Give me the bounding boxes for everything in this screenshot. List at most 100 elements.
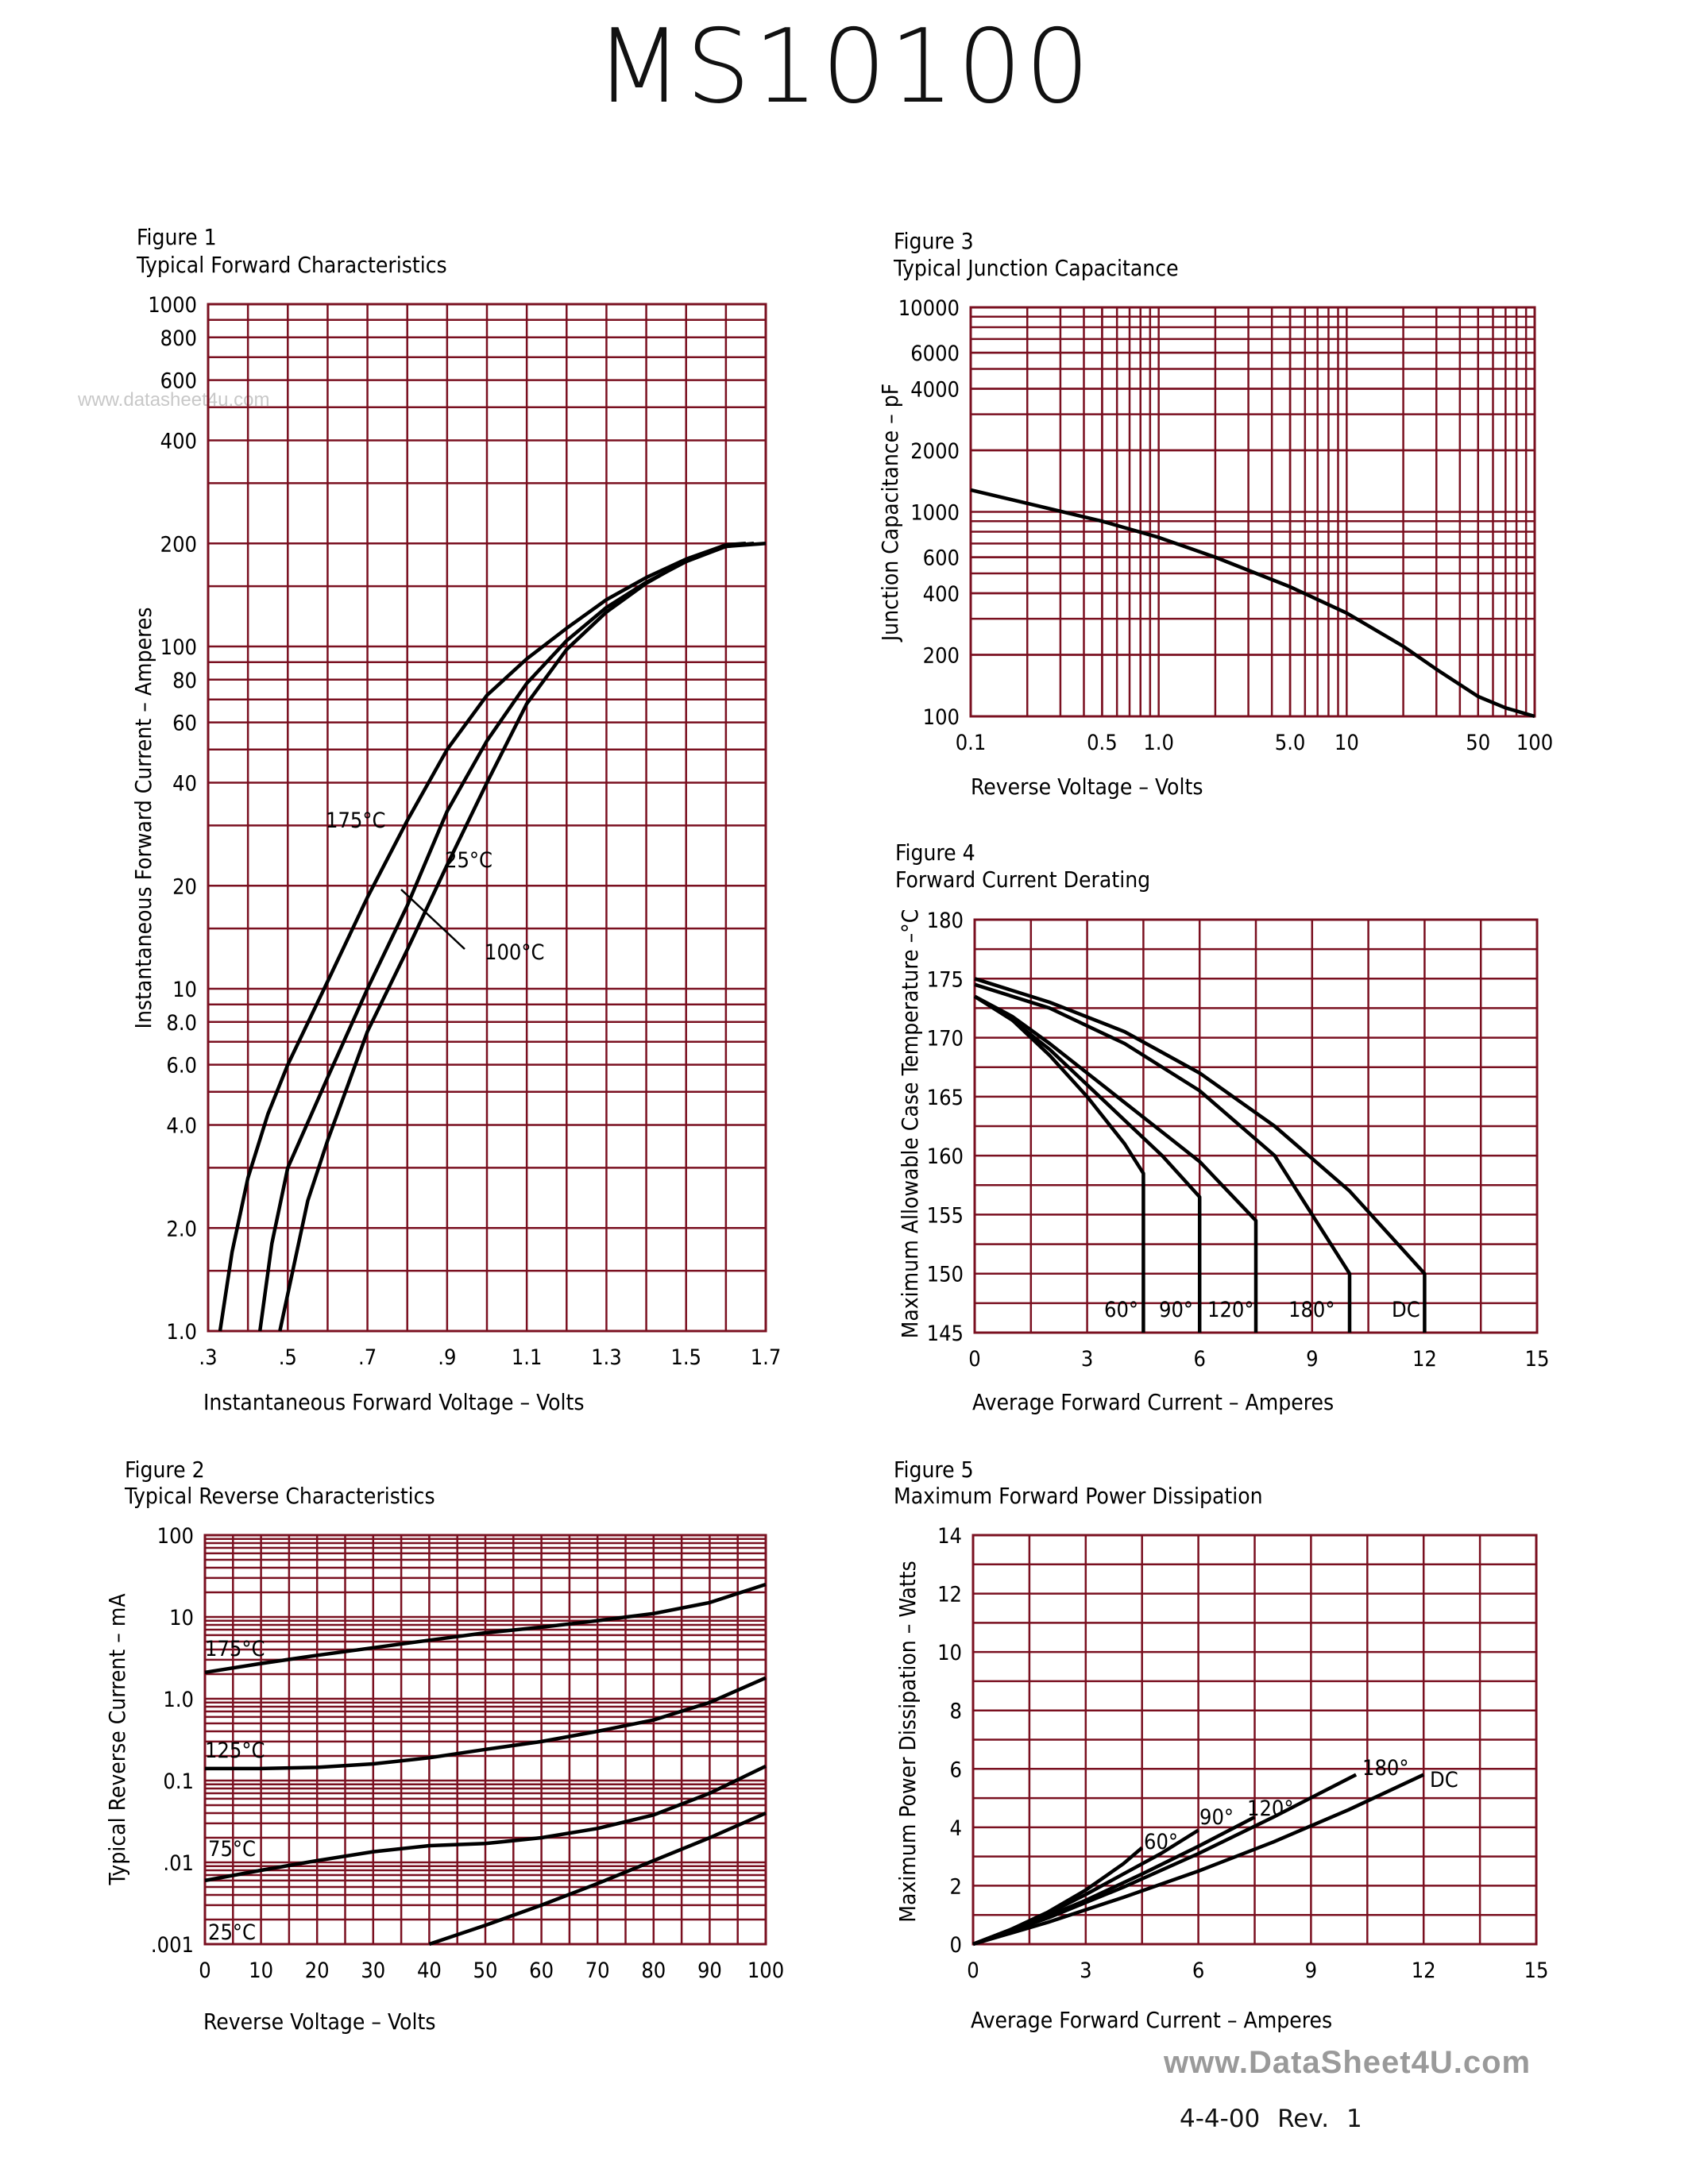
fig4-annotation-label: 120°	[1207, 1298, 1254, 1322]
fig4-series-60-line	[973, 994, 1145, 1333]
fig5-y-axis-title: Maximum Power Dissipation – Watts	[894, 1561, 921, 1923]
fig2-title: Typical Reverse Characteristics	[124, 1483, 435, 1509]
fig3-y-axis-title: Junction Capacitance – pF	[877, 384, 903, 642]
fig4-y-tick-label: 175	[927, 967, 964, 992]
footer-website[interactable]: www.DataSheet4U.com	[1164, 2045, 1532, 2080]
fig3-y-tick-label: 600	[923, 546, 960, 571]
fig4-y-tick-label: 155	[927, 1203, 964, 1228]
fig1-y-tick-label: 8.0	[166, 1011, 197, 1036]
fig2-annotation-label: 175°C	[205, 1637, 265, 1661]
fig1-title: Typical Forward Characteristics	[136, 252, 447, 278]
fig5-x-tick-label: 15	[1524, 1958, 1549, 1983]
fig5-x-axis-title: Average Forward Current – Amperes	[971, 2007, 1332, 2033]
fig3-x-tick-label: 100	[1516, 731, 1553, 755]
fig5-y-tick-label: 12	[937, 1583, 962, 1607]
fig1-y-tick-label: 100	[160, 635, 197, 660]
fig4-x-tick-label: 6	[1193, 1347, 1205, 1372]
fig2-y-tick-label: .001	[151, 1933, 194, 1958]
fig1-y-tick-label: 1.0	[166, 1320, 197, 1345]
fig5-y-tick-label: 0	[950, 1933, 962, 1958]
fig4-series-180-line	[974, 982, 1352, 1333]
fig1-x-tick-label: .7	[358, 1345, 377, 1370]
fig2-y-tick-label: .01	[163, 1851, 194, 1876]
fig2-annotation-label: 125°C	[205, 1738, 265, 1763]
fig2-series-25C-line	[428, 1811, 767, 1947]
fig4-y-tick-label: 145	[927, 1322, 964, 1346]
fig1-x-tick-label: 1.1	[512, 1345, 543, 1370]
fig1-x-axis-title: Instantaneous Forward Voltage – Volts	[203, 1389, 585, 1415]
fig1-series-25C-line	[278, 542, 767, 1332]
fig5-y-tick-label: 2	[950, 1874, 962, 1899]
footer-date-revision: 4-4-00 Rev. 1	[1180, 2105, 1362, 2133]
fig4-y-tick-label: 150	[927, 1263, 964, 1287]
fig1-y-tick-label: 60	[172, 712, 197, 736]
fig2-x-tick-label: 80	[641, 1958, 666, 1983]
fig3-x-tick-label: 10	[1335, 731, 1359, 755]
fig5-grid	[971, 1534, 1538, 1946]
fig3-x-tick-label: 0.5	[1087, 731, 1118, 755]
fig1-y-tick-label: 1000	[148, 293, 197, 318]
fig4-series-DC-line	[974, 977, 1427, 1333]
fig2-x-tick-label: 70	[585, 1958, 610, 1983]
fig1-x-tick-label: .9	[438, 1345, 456, 1370]
fig3-x-tick-label: 1.0	[1143, 731, 1174, 755]
fig4-y-axis-title: Maximum Allowable Case Temperature –°C	[897, 909, 923, 1339]
fig4-annotation-label: 180°	[1288, 1298, 1335, 1322]
fig4-y-tick-label: 180	[927, 909, 964, 933]
fig4-x-tick-label: 0	[968, 1347, 980, 1372]
fig2-y-tick-label: 100	[157, 1524, 194, 1549]
fig3-y-tick-label: 10000	[898, 296, 960, 321]
fig4-annotation-label: 90°	[1159, 1298, 1193, 1322]
fig2-y-tick-label: 10	[169, 1606, 194, 1630]
fig1-annotation-label: 175°C	[326, 808, 385, 833]
fig4-figure-label: Figure 4	[895, 839, 975, 866]
fig1-y-tick-label: 20	[172, 874, 197, 899]
fig2-x-tick-label: 50	[473, 1958, 498, 1983]
fig5-y-tick-label: 10	[937, 1641, 962, 1665]
fig4-x-tick-label: 3	[1081, 1347, 1093, 1372]
fig2-x-axis-title: Reverse Voltage – Volts	[203, 2008, 435, 2035]
fig1-x-tick-label: 1.7	[751, 1345, 782, 1370]
fig5-series-60-line	[972, 1846, 1144, 1947]
fig4-annotation-label: DC	[1392, 1298, 1420, 1322]
fig1-annotation-leader	[400, 889, 465, 950]
fig2-series-125C-line	[205, 1676, 767, 1771]
fig5-y-tick-label: 8	[950, 1700, 962, 1724]
fig2-y-tick-label: 1.0	[163, 1688, 194, 1712]
fig1-grid	[207, 303, 767, 1333]
fig5-x-tick-label: 9	[1305, 1958, 1317, 1983]
fig1-plot-frame	[207, 303, 767, 1333]
fig1-figure-label: Figure 1	[137, 224, 217, 250]
fig4-x-tick-label: 15	[1525, 1347, 1550, 1372]
fig2-x-tick-label: 60	[529, 1958, 554, 1983]
fig5-series-DC-line	[972, 1773, 1425, 1947]
fig5-plot-frame	[971, 1534, 1538, 1946]
fig5-annotation-label: 120°	[1247, 1796, 1294, 1821]
fig3-y-tick-label: 400	[923, 582, 960, 607]
fig4-series-120-line	[973, 994, 1258, 1333]
fig2-annotation-label: 25°C	[208, 1920, 256, 1945]
fig3-figure-label: Figure 3	[894, 228, 974, 254]
fig2-x-tick-label: 20	[305, 1958, 330, 1983]
fig1-x-tick-label: 1.5	[670, 1345, 701, 1370]
fig3-y-tick-label: 6000	[910, 341, 960, 366]
fig1-x-tick-label: .5	[279, 1345, 297, 1370]
fig5-series-180-line	[972, 1773, 1358, 1947]
fig1-y-tick-label: 40	[172, 772, 197, 797]
fig5-annotation-label: 90°	[1199, 1805, 1234, 1830]
fig3-plot-frame	[969, 306, 1536, 718]
page-title: MS10100	[595, 8, 1093, 126]
fig3-y-tick-label: 100	[923, 705, 960, 730]
fig1-annotation-label: 25°C	[445, 848, 492, 873]
fig2-series-175C-line	[204, 1582, 767, 1675]
fig2-plot-frame	[203, 1534, 767, 1946]
fig1-annotation-label: 100°C	[485, 940, 544, 965]
fig4-y-tick-label: 170	[927, 1027, 964, 1051]
fig3-y-tick-label: 200	[923, 643, 960, 668]
fig5-annotation-label: 60°	[1144, 1830, 1178, 1854]
fig4-series-90-line	[973, 994, 1202, 1333]
